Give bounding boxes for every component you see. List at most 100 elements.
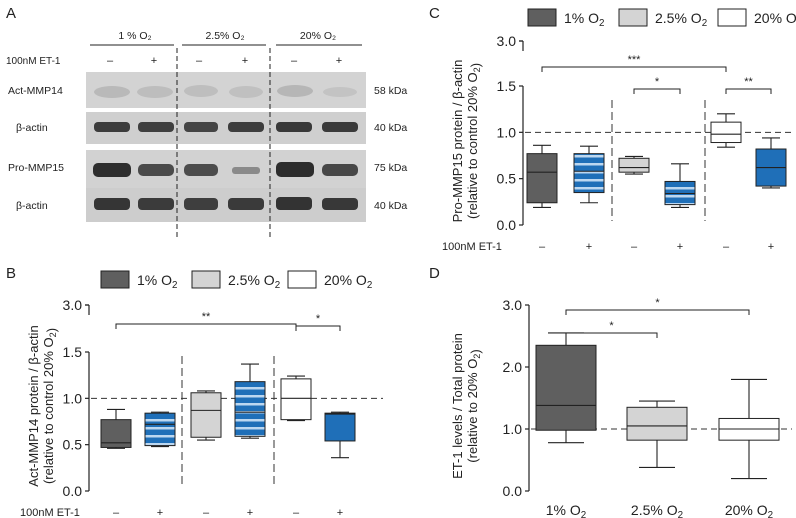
box-5 [280, 375, 312, 422]
blot-condition-3: 20% O₂ [300, 30, 336, 42]
box-body [573, 153, 605, 194]
blot-condition-1: 1 % O₂ [118, 30, 151, 42]
box-1 [535, 332, 597, 444]
significance-label: * [655, 76, 660, 88]
blot-lane-sign: + [242, 55, 248, 67]
box-body [618, 157, 650, 173]
box-body [280, 378, 312, 421]
panel-c-label: C [429, 5, 440, 22]
significance-label: * [609, 320, 614, 332]
legend-item: 20% O2 [717, 8, 796, 29]
x-treatment-sign: – [293, 507, 300, 518]
bracket-line [115, 323, 297, 329]
y-tick-label: 0.5 [497, 171, 517, 187]
y-tick-label: 3.0 [497, 33, 517, 49]
legend-swatch [717, 8, 747, 27]
blot-treatment-label: 100nM ET-1 [6, 56, 61, 67]
legend-swatch [527, 8, 557, 27]
y-tick-label: 0.0 [63, 483, 83, 499]
y-tick-label: 3.0 [63, 297, 83, 313]
blot-lane-sign: + [151, 55, 157, 67]
blot-label: Act-MMP14 [8, 85, 63, 97]
blot-label: β-actin [16, 122, 48, 134]
box-body [144, 412, 176, 447]
blot-strip-act-mmp14 [86, 72, 366, 108]
box-3 [618, 155, 650, 175]
x-treatment-sign: – [631, 241, 638, 253]
significance-label: ** [202, 311, 211, 323]
x-category-label: 2.5% O2 [631, 502, 683, 518]
box-2 [573, 145, 605, 204]
legend-label: 20% O2 [754, 10, 796, 29]
blot-strip-beta-actin-2 [86, 188, 366, 222]
y-tick-label: 0.5 [63, 437, 83, 453]
blot-strip-pro-mmp15 [86, 150, 366, 190]
panel-d-chart: 0.0 1.0 2.0 3.0 ET-1 levels / Total protein(… [450, 297, 792, 518]
box-body [626, 406, 688, 441]
y-tick-label: 1.0 [503, 421, 523, 437]
x-treatment-sign: + [337, 507, 343, 518]
significance-bracket: * [295, 313, 341, 331]
legend-swatch [618, 8, 648, 27]
bracket-line [565, 332, 658, 338]
y-tick-label: 2.0 [503, 359, 523, 375]
blot-strip-beta-actin-1 [86, 112, 366, 144]
significance-bracket: ** [725, 76, 772, 94]
y-tick-label: 1.5 [63, 344, 83, 360]
panel-d-label: D [429, 265, 440, 282]
box-body [324, 412, 356, 442]
blot-lane-sign: – [107, 55, 114, 67]
y-tick-label: 0.0 [497, 217, 517, 233]
bracket-line [565, 309, 750, 315]
blot-lane-sign: – [196, 55, 203, 67]
x-treatment-sign: – [113, 507, 120, 518]
box-1 [526, 144, 558, 208]
box-body [234, 381, 266, 437]
legend-label: 20% O2 [324, 272, 372, 291]
x-treatment-sign: + [157, 507, 163, 518]
y-tick-label: 3.0 [503, 297, 523, 313]
legend-swatch [100, 270, 130, 289]
legend-label: 1% O2 [137, 272, 177, 291]
box-6 [324, 411, 356, 459]
y-tick-label: 1.5 [497, 78, 517, 94]
significance-label: * [655, 297, 660, 309]
bracket-line [295, 325, 341, 331]
significance-label: * [316, 313, 321, 325]
box-3 [718, 378, 780, 480]
significance-bracket: * [565, 297, 750, 315]
blot-lane-sign: + [336, 55, 342, 67]
significance-label: *** [628, 54, 642, 66]
x-treatment-sign: – [203, 507, 210, 518]
blot-kda-label: 40 kDa [374, 200, 407, 212]
legend-item: 2.5% O2 [191, 270, 280, 291]
box-2 [144, 411, 176, 448]
legend-item: 1% O2 [100, 270, 177, 291]
y-axis-title: ET-1 levels / Total protein [450, 333, 465, 479]
significance-bracket: ** [115, 311, 297, 329]
box-4 [234, 363, 266, 439]
legend-item: 1% O2 [527, 8, 604, 29]
box-body [535, 344, 597, 431]
y-tick-label: 0.0 [503, 483, 523, 499]
panel-c-chart: 0.0 0.5 1.0 1.5 3.0 Pro-MMP15 protein / β-act… [442, 8, 796, 253]
significance-bracket: *** [541, 54, 727, 72]
box-1 [100, 408, 132, 449]
blot-label: Pro-MMP15 [8, 162, 64, 174]
box-4 [664, 163, 696, 208]
blot-kda-label: 58 kDa [374, 85, 407, 97]
x-treatment-sign: – [539, 241, 546, 253]
legend-label: 2.5% O2 [655, 10, 707, 29]
box-2 [626, 400, 688, 468]
legend-label: 1% O2 [564, 10, 604, 29]
significance-bracket: * [565, 320, 658, 338]
blot-kda-label: 75 kDa [374, 162, 407, 174]
bracket-line [725, 88, 772, 94]
blot-kda-label: 40 kDa [374, 122, 407, 134]
box-3 [190, 390, 222, 441]
x-treatment-sign: – [723, 241, 730, 253]
x-treatment-label: 100nM ET-1 [20, 507, 80, 518]
box-body [190, 392, 222, 438]
bracket-line [633, 88, 681, 94]
significance-bracket: * [633, 76, 681, 94]
